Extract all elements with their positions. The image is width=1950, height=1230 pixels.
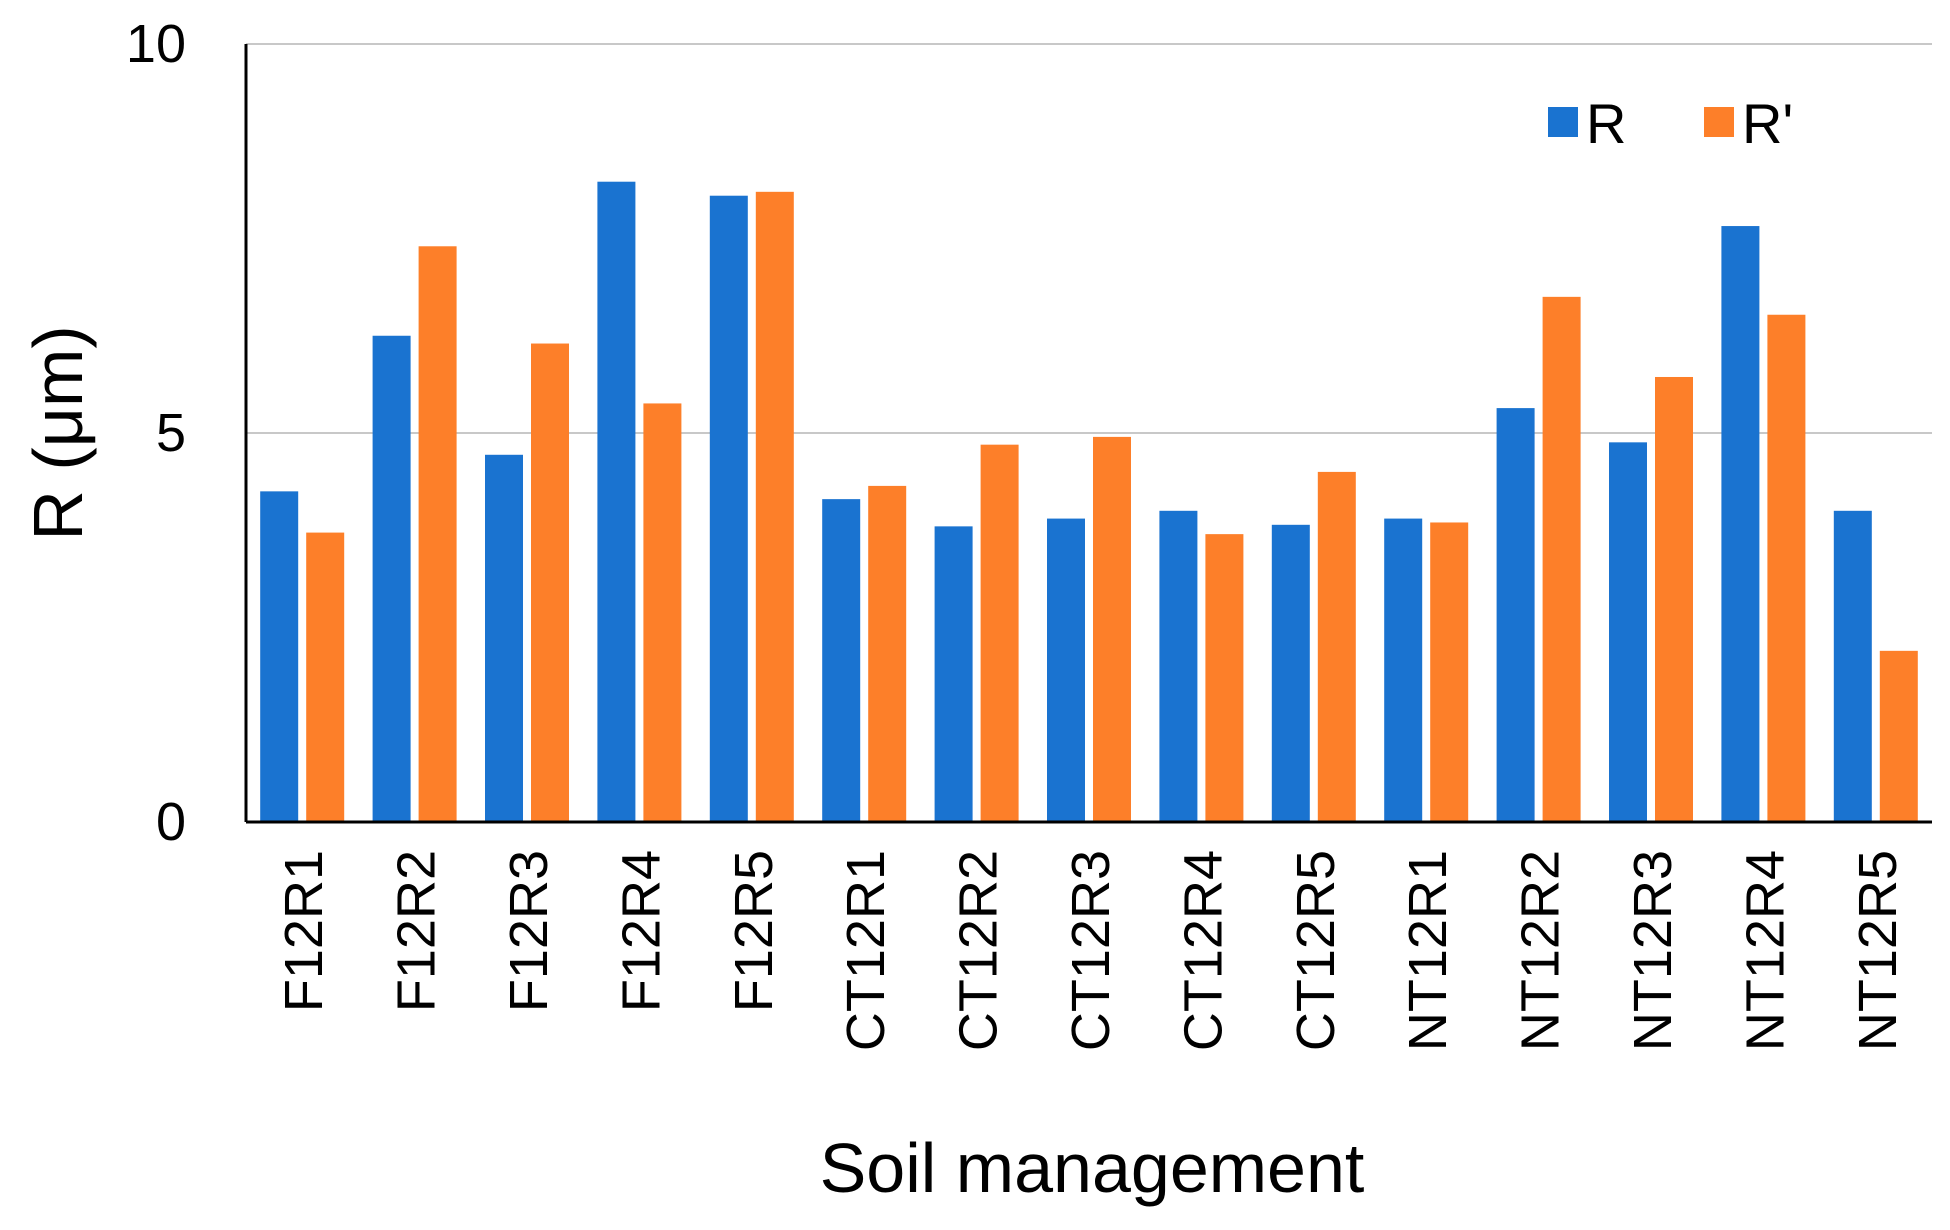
bar-r-prime	[1093, 436, 1131, 822]
bar-r-prime	[1317, 471, 1356, 822]
bar-r-prime	[1879, 650, 1918, 822]
bar-r-prime	[531, 343, 569, 822]
bar-r-prime	[1430, 522, 1469, 822]
bar-r	[1047, 518, 1085, 822]
bar-r-prime	[306, 532, 345, 822]
x-tick-label: F12R5	[724, 850, 784, 1012]
bar-r-prime	[1767, 314, 1806, 822]
bar-r	[372, 335, 411, 822]
gridlines	[246, 43, 1932, 434]
x-tick-label: F12R3	[499, 850, 559, 1012]
bar-r	[485, 454, 523, 822]
legend-swatch	[1548, 107, 1578, 137]
bar-r	[934, 526, 973, 822]
x-tick-label: CT12R3	[1061, 850, 1121, 1051]
x-tick-label: CT12R1	[836, 850, 896, 1051]
y-tick-labels: 0 5 10	[126, 14, 186, 852]
x-tick-label: CT12R5	[1286, 850, 1346, 1051]
x-axis-title: Soil management	[820, 1129, 1365, 1207]
bar-r-prime	[1205, 534, 1244, 822]
bar-r	[1721, 226, 1760, 822]
y-axis-title: R (μm)	[19, 325, 97, 540]
y-tick-label: 5	[156, 403, 186, 463]
bar-r	[1609, 442, 1647, 822]
legend-swatch	[1704, 107, 1734, 137]
bars	[260, 181, 1918, 823]
legend-label: R	[1586, 92, 1626, 155]
bar-r-prime	[418, 246, 457, 822]
legend-label: R'	[1742, 92, 1793, 155]
bar-r	[1271, 524, 1310, 822]
bar-r-prime	[643, 403, 682, 822]
bar-r	[597, 181, 636, 822]
x-tick-label: CT12R4	[1173, 850, 1233, 1051]
x-tick-label: NT12R5	[1848, 850, 1908, 1051]
bar-r	[260, 491, 299, 822]
x-tick-label: F12R1	[274, 850, 334, 1012]
x-tick-label: NT12R3	[1623, 850, 1683, 1051]
x-tick-label: NT12R1	[1398, 850, 1458, 1051]
bar-r-prime	[755, 191, 794, 822]
bar-r	[1159, 510, 1198, 822]
legend: R R'	[1548, 92, 1793, 155]
bar-r	[1496, 408, 1535, 822]
x-tick-label: F12R2	[387, 850, 447, 1012]
bar-r-prime	[868, 485, 907, 822]
x-tick-label: F12R4	[611, 850, 671, 1012]
x-tick-labels: F12R1 F12R2 F12R3 F12R4 F12R5 CT12R1 CT12R2 CT1…	[274, 850, 1908, 1051]
bar-r-prime	[1655, 376, 1693, 822]
x-tick-label: NT12R2	[1511, 850, 1571, 1051]
bar-r	[1384, 518, 1423, 822]
y-tick-label: 0	[156, 792, 186, 852]
bar-r-prime	[980, 444, 1019, 822]
bar-r-prime	[1542, 296, 1581, 823]
x-tick-label: NT12R4	[1735, 850, 1795, 1051]
y-tick-label: 10	[126, 14, 186, 74]
bar-r	[822, 499, 861, 822]
bar-r	[709, 195, 748, 822]
x-tick-label: CT12R2	[949, 850, 1009, 1051]
axes	[244, 44, 1932, 824]
bar-r	[1833, 510, 1872, 822]
